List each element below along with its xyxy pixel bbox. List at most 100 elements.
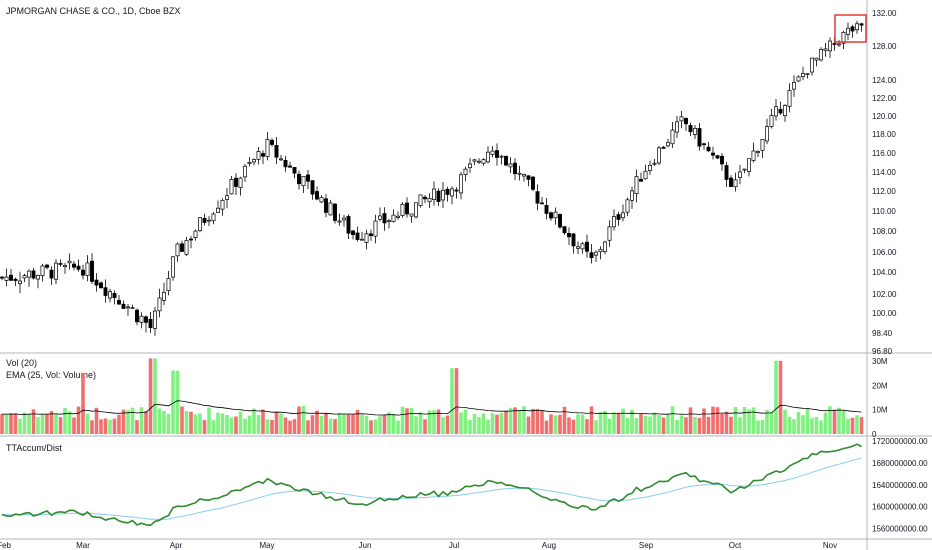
volume-bar (616, 412, 621, 434)
candle (198, 217, 202, 232)
candle (90, 260, 94, 282)
price-axis-label: 132.00 (872, 9, 897, 18)
accum-axis: 1720000000.00 1680000000.00 1640000000.00 1… (872, 437, 928, 533)
candle (580, 243, 585, 250)
candle (756, 151, 760, 153)
candle (418, 194, 423, 206)
volume-bar (319, 415, 324, 434)
volume-bar (130, 407, 135, 434)
volume-bar (598, 412, 603, 434)
candle (621, 212, 625, 219)
volume-bar (256, 414, 261, 434)
volume-bar (495, 414, 499, 434)
volume-bar (396, 420, 400, 434)
candle (468, 163, 472, 169)
volume-bar (283, 417, 288, 434)
volume-bar (423, 419, 427, 434)
volume-bar (526, 416, 531, 434)
candle (189, 238, 193, 241)
volume-bar (630, 409, 634, 434)
candle (175, 243, 180, 257)
candle (324, 198, 328, 213)
volume-bar (18, 418, 22, 434)
candle (589, 252, 594, 259)
candle (531, 176, 535, 190)
volume-bar (355, 409, 360, 434)
candle (715, 155, 720, 159)
candles (0, 20, 864, 336)
candle (819, 49, 823, 61)
candle (459, 174, 463, 194)
candle (63, 265, 67, 267)
volume-bar (810, 418, 814, 434)
volume-bar (85, 413, 90, 434)
volume-bar (351, 414, 355, 434)
price-axis-label: 108.00 (872, 227, 897, 236)
volume-axis-label: 10M (872, 406, 888, 415)
volume-bar (333, 419, 337, 434)
volume-bar (198, 413, 202, 434)
time-axis-label: Aug (542, 541, 556, 550)
candle (481, 159, 486, 164)
volume-bar (828, 406, 832, 434)
volume-bar (472, 414, 477, 434)
volume-bar (324, 412, 328, 434)
candle (625, 199, 630, 213)
volume-bar (148, 358, 153, 434)
candle (67, 260, 72, 264)
candle (598, 249, 603, 252)
volume-bar (202, 420, 207, 434)
candle (850, 26, 855, 32)
volume-bar (445, 415, 450, 434)
candle (526, 175, 531, 180)
volume-bar (364, 415, 369, 434)
accum-axis-label: 1560000000.00 (872, 525, 928, 534)
candle (427, 198, 432, 203)
candle (814, 57, 819, 61)
volume-bar (391, 414, 396, 434)
volume-bar (846, 418, 850, 434)
candle (549, 212, 553, 219)
volume-bar (279, 413, 283, 434)
volume-bar (477, 417, 481, 434)
volume-bar (166, 414, 171, 434)
candle (112, 293, 117, 298)
candle (153, 310, 157, 329)
volume-bar (135, 420, 139, 434)
candle (81, 269, 85, 276)
volume-bar (27, 414, 31, 434)
candle (463, 168, 468, 175)
candle (751, 150, 756, 161)
time-axis-label: Apr (170, 541, 183, 550)
time-axis-label: Jun (359, 541, 372, 550)
volume-bar (81, 373, 85, 434)
candle (373, 220, 378, 237)
candle (720, 155, 724, 165)
candle (369, 233, 373, 237)
price-axis-label: 102.00 (872, 290, 897, 299)
volume-bar (756, 420, 760, 434)
volume-ema-title: EMA (25, Vol: Volume) (6, 370, 96, 380)
candle (571, 233, 576, 247)
candle (504, 155, 508, 166)
volume-bar (850, 417, 855, 434)
volume-bar (382, 414, 387, 434)
candle (378, 215, 382, 220)
volume-bar (144, 410, 148, 434)
candle (706, 146, 711, 152)
candle (702, 143, 706, 146)
candle (49, 269, 54, 279)
candle (562, 226, 567, 234)
volume-bar (387, 412, 391, 434)
volume-bar (666, 413, 670, 434)
candle (135, 309, 139, 323)
candle (796, 76, 801, 82)
volume-bar (13, 413, 18, 434)
candle (472, 159, 477, 162)
volume-bar (603, 411, 607, 434)
candle (679, 116, 684, 122)
candle (319, 196, 324, 203)
candle (837, 43, 841, 46)
candle (252, 159, 256, 163)
volume-bar (301, 406, 306, 434)
